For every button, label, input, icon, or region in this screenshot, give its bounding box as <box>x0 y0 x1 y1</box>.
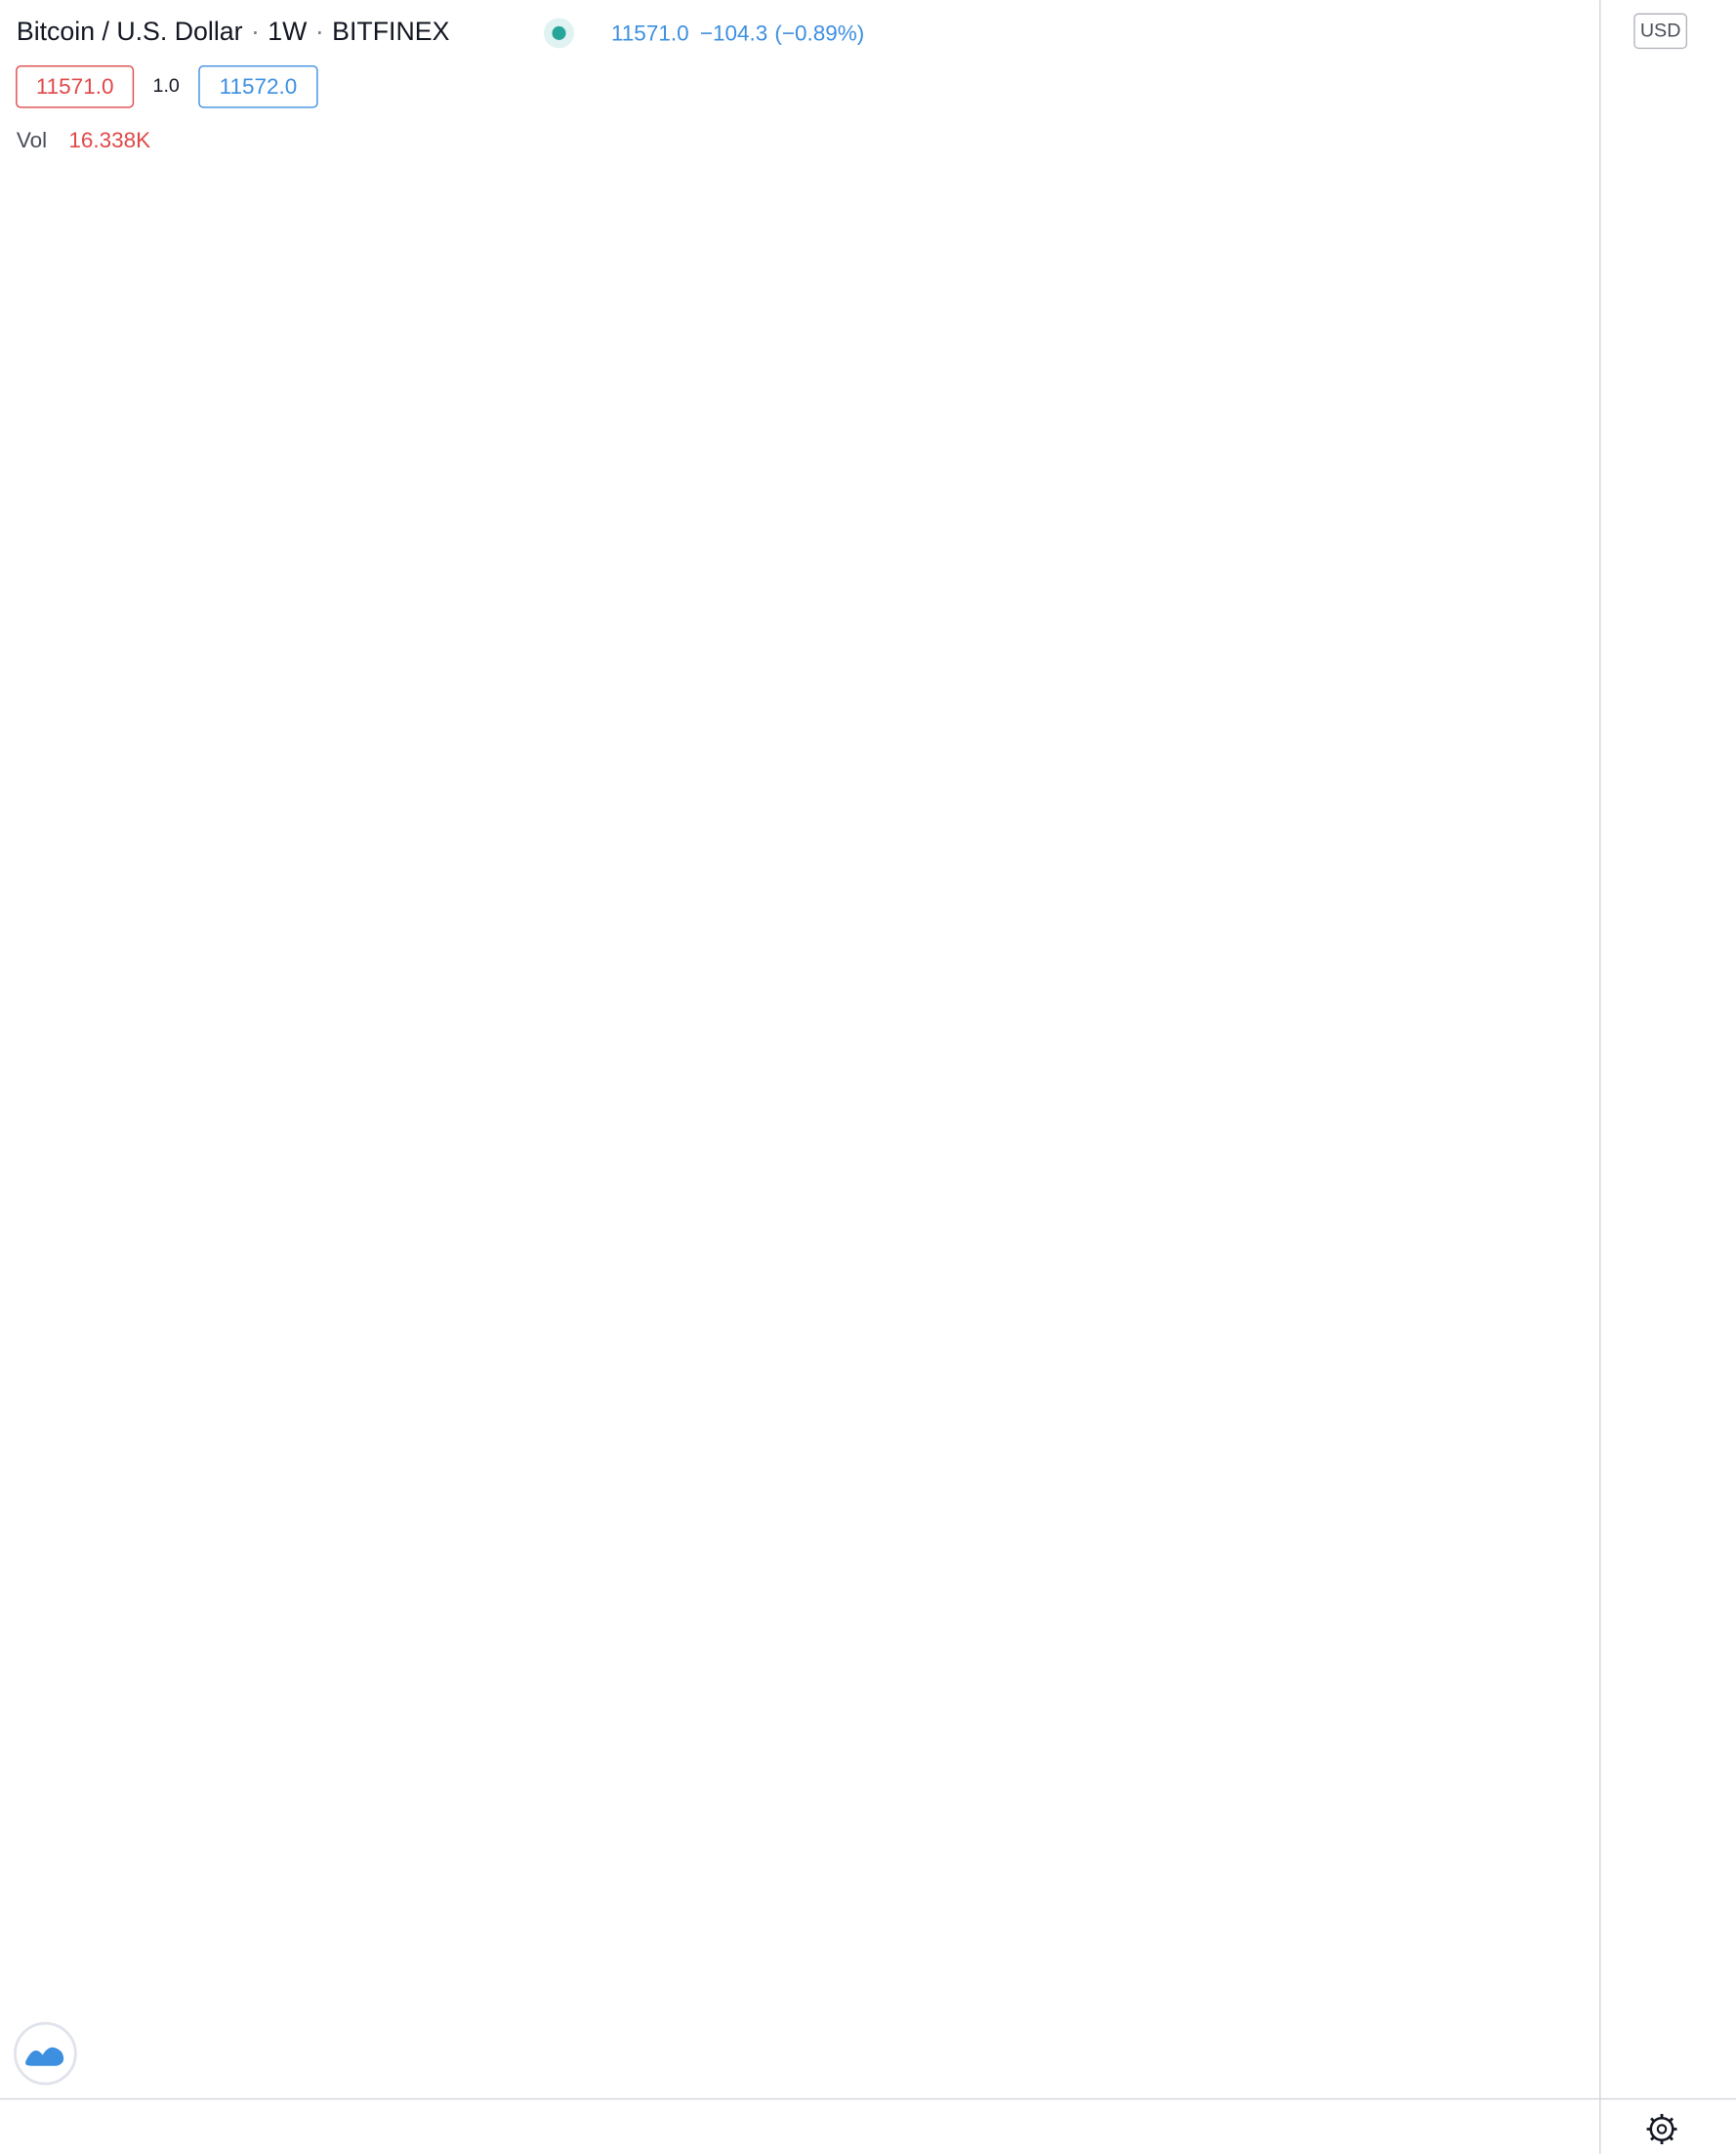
change: −104.3 <box>700 21 767 45</box>
legend-values: 11571.0 −104.3 (−0.89%) <box>611 21 864 45</box>
symbol: Bitcoin / U.S. Dollar <box>17 17 243 46</box>
market-status[interactable] <box>552 25 566 40</box>
currency: USD <box>1640 21 1681 42</box>
logo-icon <box>25 2047 64 2066</box>
sell-box[interactable] <box>16 65 135 108</box>
currency-box[interactable] <box>1633 13 1688 50</box>
gear <box>1649 2116 1674 2142</box>
sell-price: 11571.0 <box>36 74 114 99</box>
separator: · <box>251 17 260 46</box>
exchange: BITFINEX <box>332 17 449 46</box>
gear-center <box>1656 2124 1668 2134</box>
legend-title: Bitcoin / U.S. Dollar · 1W · BITFINEX <box>17 17 450 46</box>
gear-teeth <box>1646 2114 1677 2144</box>
volume-value: 16.338K <box>68 128 150 152</box>
spread: 1.0 <box>153 75 180 97</box>
buy-price: 11572.0 <box>220 74 298 99</box>
volume-label: Vol <box>17 128 47 152</box>
buy-box[interactable] <box>198 65 318 108</box>
change-pct: (−0.89%) <box>774 21 864 45</box>
price: 11571.0 <box>611 21 689 45</box>
interval: 1W <box>268 17 308 46</box>
settings[interactable] <box>1646 2114 1677 2144</box>
separator: · <box>315 17 324 46</box>
